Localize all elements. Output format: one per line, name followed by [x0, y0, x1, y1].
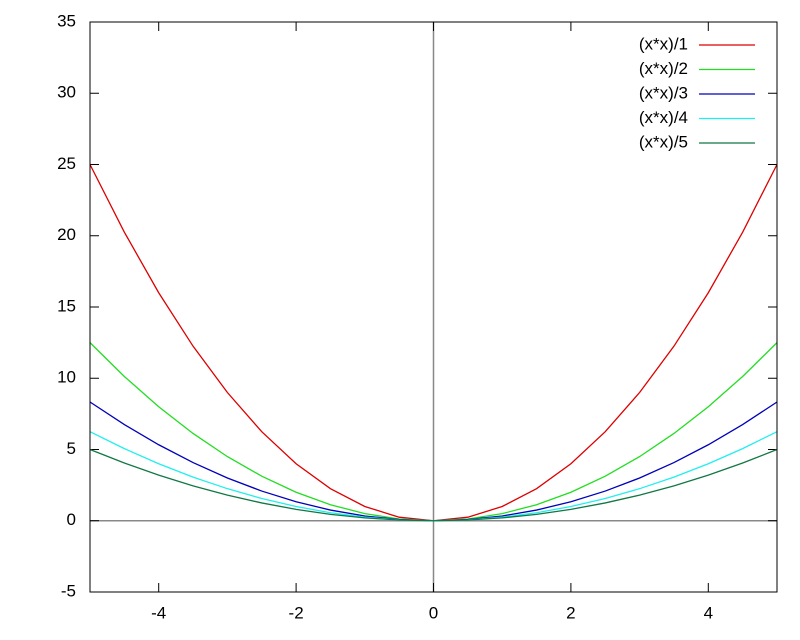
- y-tick-label: 10: [57, 368, 76, 387]
- x-tick-label: 2: [566, 603, 575, 622]
- plot-frame: [89, 21, 778, 593]
- legend-label: (x*x)/1: [639, 34, 688, 53]
- y-tick-label: 35: [57, 11, 76, 30]
- y-tick-label: 30: [57, 83, 76, 102]
- legend-label: (x*x)/5: [639, 132, 688, 151]
- legend-label: (x*x)/3: [639, 83, 688, 102]
- series-line: [89, 448, 778, 522]
- y-tick-label: 5: [67, 439, 76, 458]
- y-tick-label: -5: [61, 581, 76, 600]
- y-tick-label: 25: [57, 154, 76, 173]
- x-tick-label: 0: [429, 603, 438, 622]
- legend-label: (x*x)/2: [639, 59, 688, 78]
- x-tick-label: 4: [704, 603, 713, 622]
- x-tick-label: -2: [289, 603, 304, 622]
- x-tick-label: -4: [151, 603, 166, 622]
- y-tick-label: 20: [57, 225, 76, 244]
- y-tick-label: 15: [57, 296, 76, 315]
- legend-label: (x*x)/4: [639, 108, 688, 127]
- y-tick-label: 0: [67, 510, 76, 529]
